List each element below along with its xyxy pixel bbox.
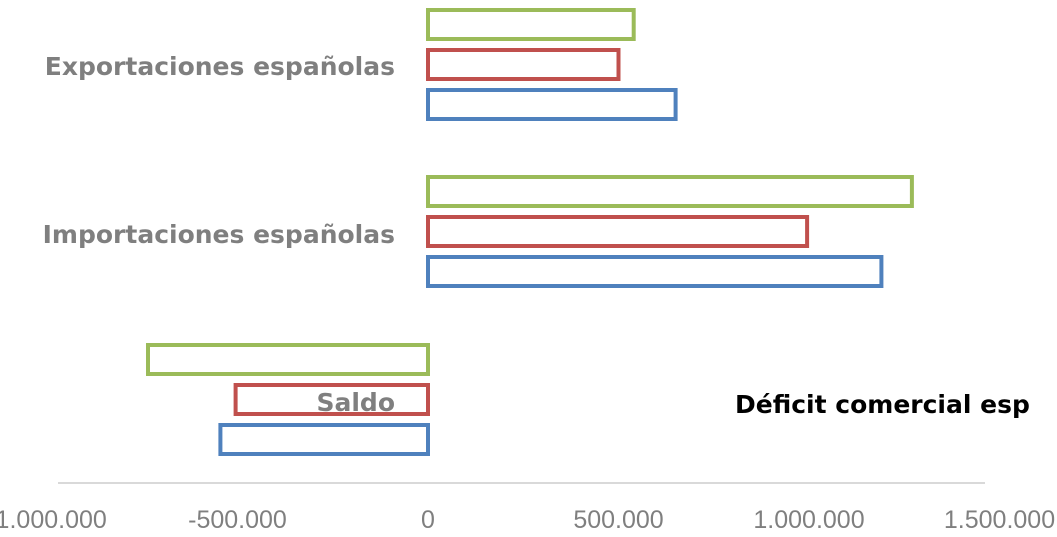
bar: [146, 343, 430, 376]
x-tick-label: 1.500.000: [944, 506, 1055, 534]
bar: [426, 48, 621, 81]
category-labels: Exportaciones españolas Importaciones esp…: [43, 52, 395, 417]
annotation-text: Déficit comercial esp: [735, 390, 1030, 419]
x-axis-tick-labels: -1.000.000 -500.000 0 500.000 1.000.000 1.500…: [0, 506, 1055, 534]
bar: [426, 88, 678, 121]
bar: [218, 423, 430, 456]
bar: [426, 8, 636, 41]
x-tick-label: -1.000.000: [0, 506, 107, 534]
bar: [426, 255, 884, 288]
bar: [426, 215, 810, 248]
x-tick-label: -500.000: [188, 506, 287, 534]
category-label: Exportaciones españolas: [45, 52, 395, 81]
x-tick-label: 1.000.000: [753, 506, 864, 534]
x-tick-label: 0: [421, 506, 435, 534]
category-label: Saldo: [316, 388, 395, 417]
category-label: Importaciones españolas: [43, 220, 395, 249]
bars-layer: [146, 8, 914, 456]
bar: [426, 175, 914, 208]
bar: [233, 383, 430, 416]
x-tick-label: 500.000: [573, 506, 663, 534]
